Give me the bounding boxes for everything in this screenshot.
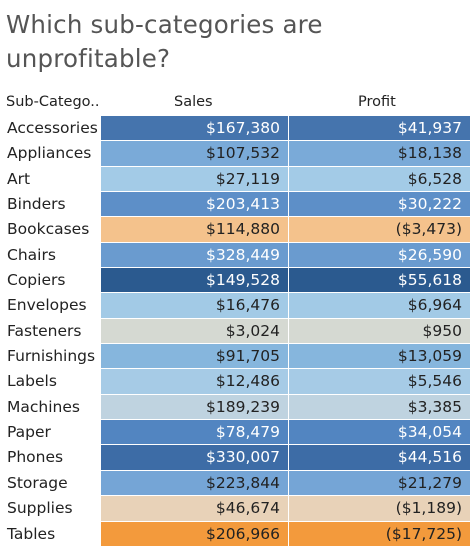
- header-sales[interactable]: Sales: [174, 94, 213, 110]
- profit-cell[interactable]: $26,590: [289, 242, 470, 268]
- table-row[interactable]: Fasteners $3,024 $950: [0, 318, 474, 344]
- sales-cell[interactable]: $3,024: [101, 318, 288, 344]
- sub-category-label: Fasteners: [7, 321, 82, 340]
- profit-cell[interactable]: $6,528: [289, 166, 470, 192]
- sales-cell[interactable]: $206,966: [101, 521, 288, 546]
- table-row[interactable]: Paper $78,479 $34,054: [0, 420, 474, 445]
- sales-cell[interactable]: $328,449: [101, 242, 288, 268]
- sales-cell[interactable]: $46,674: [101, 496, 288, 521]
- profit-cell[interactable]: $3,385: [289, 394, 470, 420]
- header-profit[interactable]: Profit: [358, 94, 396, 110]
- sales-cell[interactable]: $149,528: [101, 268, 288, 293]
- sales-cell[interactable]: $91,705: [101, 344, 288, 369]
- table-row[interactable]: Storage $223,844 $21,279: [0, 470, 474, 496]
- sub-category-label: Labels: [7, 372, 57, 391]
- profit-cell[interactable]: $44,516: [289, 445, 470, 470]
- sales-cell[interactable]: $16,476: [101, 293, 288, 318]
- sub-category-label: Phones: [7, 448, 64, 467]
- profit-cell[interactable]: ($3,473): [289, 217, 470, 242]
- table-row[interactable]: Appliances $107,532 $18,138: [0, 141, 474, 166]
- sales-cell[interactable]: $330,007: [101, 445, 288, 470]
- table-row[interactable]: Chairs $328,449 $26,590: [0, 242, 474, 268]
- table-header: Sub-Catego.. Sales Profit: [0, 92, 474, 116]
- profit-cell[interactable]: $41,937: [289, 116, 470, 141]
- table-body: Accessories $167,380 $41,937 Appliances $107…: [0, 116, 474, 547]
- sub-category-label: Supplies: [7, 499, 73, 518]
- table-row[interactable]: Copiers $149,528 $55,618: [0, 268, 474, 293]
- sub-category-label: Accessories: [7, 119, 98, 137]
- sub-category-label: Copiers: [7, 271, 66, 290]
- profit-cell[interactable]: $30,222: [289, 192, 470, 217]
- sub-category-label: Tables: [7, 524, 56, 543]
- profit-cell[interactable]: $950: [289, 318, 470, 344]
- table-row[interactable]: Machines $189,239 $3,385: [0, 394, 474, 420]
- sub-category-label: Appliances: [7, 144, 92, 163]
- sub-category-label: Storage: [7, 473, 68, 492]
- sales-cell[interactable]: $12,486: [101, 369, 288, 394]
- profit-cell[interactable]: ($1,189): [289, 496, 470, 521]
- sales-cell[interactable]: $203,413: [101, 192, 288, 217]
- table-row[interactable]: Binders $203,413 $30,222: [0, 192, 474, 217]
- crosstab-table: Sub-Catego.. Sales Profit Accessories $16…: [0, 92, 474, 547]
- profit-cell[interactable]: $5,546: [289, 369, 470, 394]
- profit-cell[interactable]: ($17,725): [289, 521, 470, 546]
- profit-cell[interactable]: $21,279: [289, 470, 470, 496]
- sub-category-label: Binders: [7, 195, 66, 214]
- sales-cell[interactable]: $27,119: [101, 166, 288, 192]
- sub-category-label: Machines: [7, 397, 80, 416]
- table-row[interactable]: Tables $206,966 ($17,725): [0, 521, 474, 547]
- table-row[interactable]: Envelopes $16,476 $6,964: [0, 293, 474, 318]
- table-row[interactable]: Bookcases $114,880 ($3,473): [0, 217, 474, 242]
- sales-cell[interactable]: $107,532: [101, 141, 288, 166]
- table-row[interactable]: Art $27,119 $6,528: [0, 166, 474, 192]
- sales-cell[interactable]: $78,479: [101, 420, 288, 445]
- table-row[interactable]: Supplies $46,674 ($1,189): [0, 496, 474, 521]
- table-row[interactable]: Labels $12,486 $5,546: [0, 369, 474, 394]
- sales-cell[interactable]: $114,880: [101, 217, 288, 242]
- sales-cell[interactable]: $223,844: [101, 470, 288, 496]
- sub-category-label: Art: [7, 169, 31, 188]
- sub-category-label: Furnishings: [7, 347, 96, 366]
- profit-cell[interactable]: $18,138: [289, 141, 470, 166]
- sub-category-label: Paper: [7, 423, 51, 442]
- profit-cell[interactable]: $55,618: [289, 268, 470, 293]
- table-row[interactable]: Phones $330,007 $44,516: [0, 445, 474, 470]
- profit-cell[interactable]: $34,054: [289, 420, 470, 445]
- profit-cell[interactable]: $6,964: [289, 293, 470, 318]
- sub-category-label: Chairs: [7, 245, 56, 264]
- chart-title: Which sub-categories are unprofitable?: [6, 10, 323, 73]
- header-sub-category[interactable]: Sub-Catego..: [6, 94, 100, 110]
- sales-cell[interactable]: $189,239: [101, 394, 288, 420]
- table-row[interactable]: Accessories $167,380 $41,937: [0, 116, 474, 141]
- sub-category-label: Envelopes: [7, 296, 87, 315]
- table-row[interactable]: Furnishings $91,705 $13,059: [0, 344, 474, 369]
- sales-cell[interactable]: $167,380: [101, 116, 288, 141]
- sub-category-label: Bookcases: [7, 220, 90, 239]
- profit-cell[interactable]: $13,059: [289, 344, 470, 369]
